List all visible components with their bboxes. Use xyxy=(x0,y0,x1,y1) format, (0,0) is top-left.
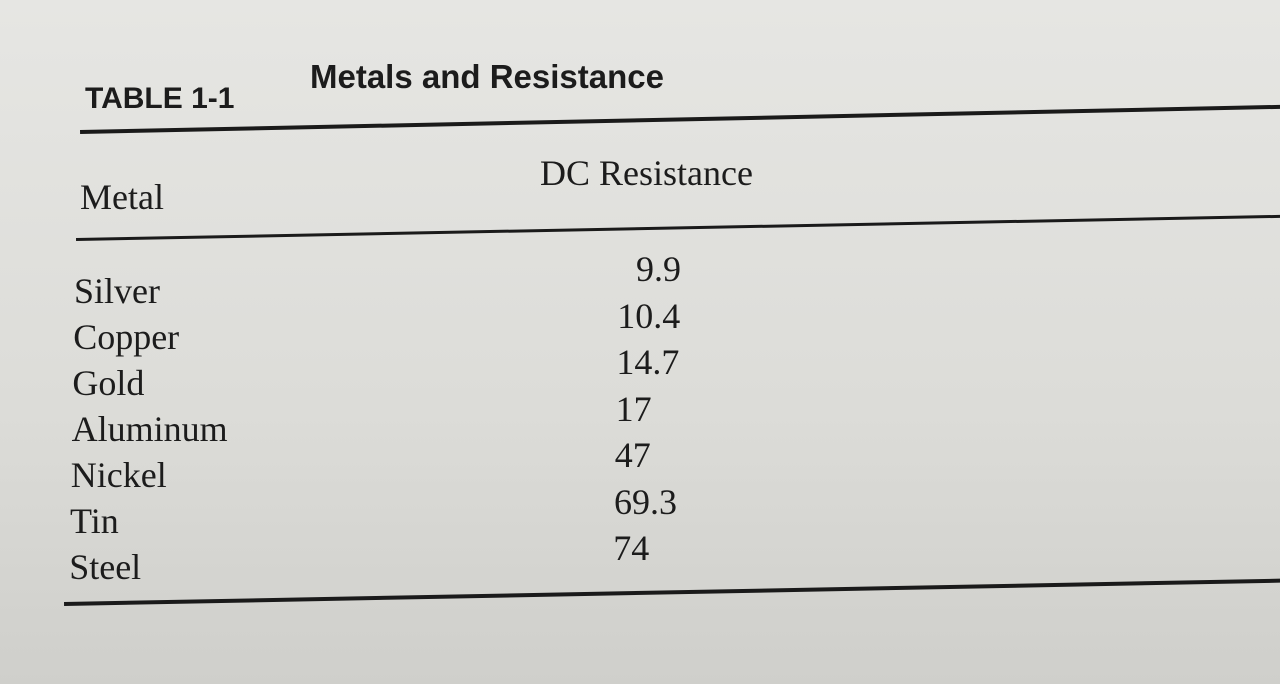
resistance-cell: 9.9 xyxy=(636,249,681,289)
resistance-cell: 74 xyxy=(613,528,650,568)
resistance-cell: 69.3 xyxy=(614,481,677,522)
top-rule xyxy=(80,104,1280,134)
metal-cell: Silver xyxy=(74,271,160,311)
metal-cell: Tin xyxy=(70,501,119,541)
resistance-cell: 10.4 xyxy=(617,295,681,336)
header-rule xyxy=(76,214,1280,241)
metal-cell: Gold xyxy=(72,363,145,403)
metal-cell: Nickel xyxy=(70,455,167,495)
metal-cell: Aluminum xyxy=(71,409,228,449)
column-header: Metal xyxy=(80,177,164,217)
resistance-cell: 17 xyxy=(615,388,652,429)
resistance-cell: 14.7 xyxy=(616,342,680,382)
table-title: Metals and Resistance xyxy=(310,58,664,95)
column-header: DC Resistance xyxy=(540,153,753,193)
bottom-rule xyxy=(64,578,1280,606)
metal-cell: Copper xyxy=(73,317,180,357)
table-label: TABLE 1-1 xyxy=(85,82,235,115)
metal-cell: Steel xyxy=(69,547,142,587)
resistance-cell: 47 xyxy=(614,435,651,475)
